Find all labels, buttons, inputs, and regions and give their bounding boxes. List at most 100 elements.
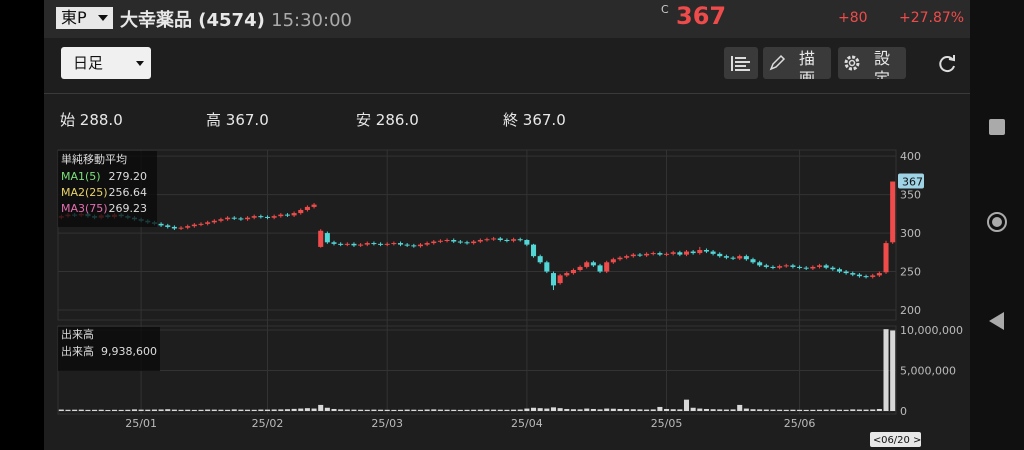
list-icon	[731, 56, 750, 71]
volume-bar	[417, 409, 423, 412]
candle-body	[657, 253, 663, 255]
volume-bar	[411, 409, 417, 412]
candle-body	[264, 216, 271, 218]
ma-value: 279.20	[109, 170, 148, 183]
volume-bar	[856, 409, 862, 412]
volume-bar	[284, 409, 290, 412]
y-tick-label: 200	[900, 304, 921, 317]
candle-body	[810, 266, 816, 269]
price: 367	[676, 2, 727, 30]
refresh-button[interactable]	[936, 53, 958, 75]
candle-body	[165, 225, 171, 227]
home-button[interactable]	[987, 212, 1007, 232]
candle-body	[491, 238, 497, 240]
candle-body	[777, 266, 783, 268]
candle-body	[683, 251, 690, 255]
candle-body	[550, 273, 557, 286]
volume-bar	[205, 409, 211, 412]
candle-body	[836, 269, 842, 272]
candle-body	[205, 222, 211, 224]
volume-bar	[125, 409, 131, 412]
x-tick-label: 25/05	[651, 417, 683, 430]
volume-bar	[550, 407, 557, 412]
volume-bar	[344, 409, 350, 412]
candle-body	[417, 244, 423, 247]
candle-body	[644, 253, 650, 256]
volume-bar	[644, 409, 650, 412]
candle-body	[677, 252, 683, 255]
date-next: >	[913, 435, 921, 446]
volume-bar	[424, 409, 430, 412]
volume-bar	[876, 408, 882, 412]
volume-bar	[437, 409, 443, 412]
candle-body	[597, 265, 603, 272]
volume-bar	[544, 408, 550, 412]
candle-body	[570, 270, 576, 274]
ma-name: MA3(75)	[61, 202, 108, 215]
volume-tick-label: 10,000,000	[900, 324, 963, 337]
candle-body	[650, 253, 656, 255]
back-button[interactable]	[989, 312, 1004, 330]
candle-body	[710, 251, 716, 254]
volume-bar	[630, 409, 636, 412]
candle-body	[424, 243, 430, 245]
volume-bar	[737, 404, 743, 412]
volume-bar	[278, 409, 284, 412]
volume-bar	[72, 409, 78, 412]
x-tick-label: 25/01	[125, 417, 157, 430]
volume-legend-box	[58, 327, 160, 371]
volume-bar	[823, 409, 829, 412]
candle-body	[191, 224, 197, 227]
volume-bar	[604, 408, 610, 412]
volume-bar	[105, 409, 111, 412]
period-select[interactable]: 日足	[61, 47, 151, 79]
candle-body	[225, 217, 231, 220]
candle-body	[338, 243, 344, 245]
volume-bar	[391, 409, 397, 412]
volume-bar	[597, 409, 603, 412]
period: 日足	[73, 54, 104, 72]
volume-bar	[511, 409, 517, 412]
candle-body	[803, 267, 809, 269]
volume-bar	[264, 409, 271, 412]
candle-body	[863, 276, 869, 278]
volume-bar	[92, 409, 98, 412]
code: (4574)	[198, 10, 265, 31]
candle-body	[697, 250, 703, 254]
list-button[interactable]	[724, 47, 758, 79]
volume-bar	[65, 409, 71, 412]
chart: 25/01 25/02 25/03 25/04 25/05 25/06 200 250 300 3…	[57, 149, 963, 447]
ma-legend-item: MA3(75) 269.23	[61, 202, 147, 215]
header-bar	[44, 0, 970, 38]
volume-bar	[584, 408, 590, 412]
candle-body	[717, 253, 723, 257]
recent-button[interactable]	[989, 119, 1005, 135]
value: 288.0	[79, 111, 123, 129]
volume-bar	[670, 409, 676, 412]
price-flag: C	[661, 3, 669, 16]
volume-tick-label: 0	[900, 405, 907, 418]
volume-legend-label: 出来高	[61, 344, 94, 358]
settings-button[interactable]: 設定	[838, 47, 906, 79]
ma-legend-title: 単純移動平均	[61, 152, 127, 166]
label: 安	[356, 111, 372, 129]
volume-bar	[697, 408, 703, 412]
draw-button[interactable]: 描画	[763, 47, 831, 79]
candle-body	[238, 218, 244, 220]
candle-body	[378, 243, 384, 245]
volume-bar	[477, 409, 483, 412]
volume-bar	[291, 408, 297, 412]
volume-bar	[98, 409, 104, 412]
candle-body	[185, 226, 191, 228]
candle-body	[763, 265, 769, 267]
volume-bar	[251, 409, 257, 412]
candle-body	[411, 245, 417, 247]
candle-body	[231, 217, 237, 219]
volume-bar	[524, 408, 530, 412]
candle-body	[304, 206, 310, 210]
market-select[interactable]: 東P	[56, 7, 113, 29]
settings-label: 設定	[874, 49, 891, 79]
divider	[44, 93, 970, 94]
volume-bar	[118, 409, 124, 412]
x-tick-label: 25/02	[252, 417, 284, 430]
